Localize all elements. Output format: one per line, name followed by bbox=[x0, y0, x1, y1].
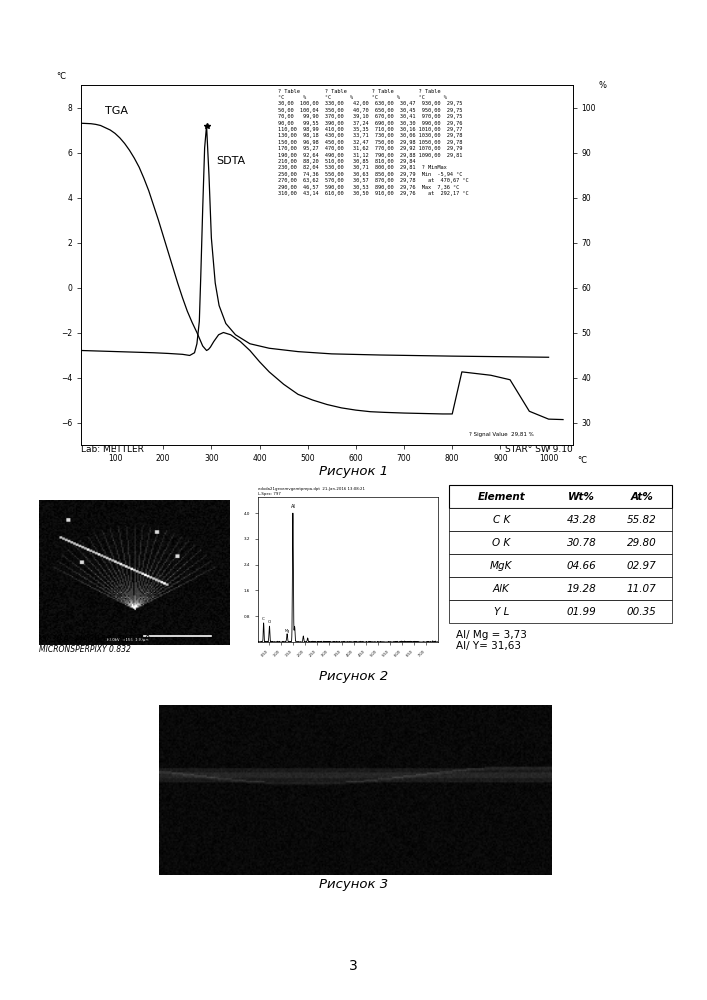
Text: Рисунок 2: Рисунок 2 bbox=[319, 670, 388, 683]
Text: SDTA: SDTA bbox=[216, 156, 245, 166]
Text: O K: O K bbox=[492, 538, 510, 548]
Text: 00.35: 00.35 bbox=[626, 607, 657, 617]
Text: Рисунок 1: Рисунок 1 bbox=[319, 465, 388, 478]
Text: At%: At% bbox=[630, 492, 653, 502]
Text: 19.28: 19.28 bbox=[566, 584, 596, 594]
Text: °C: °C bbox=[578, 456, 588, 465]
Text: ? Table        ? Table        ? Table        ? Table
°C      %      °C      %   : ? Table ? Table ? Table ? Table °C % °C … bbox=[278, 89, 469, 196]
Bar bbox=[449, 554, 672, 577]
Text: O: O bbox=[268, 620, 271, 624]
Text: Al/ Mg = 3,73
Al/ Y= 31,63: Al/ Mg = 3,73 Al/ Y= 31,63 bbox=[455, 630, 527, 652]
Text: Element: Element bbox=[477, 492, 525, 502]
Bar bbox=[449, 485, 672, 508]
Text: Lab: METTLER: Lab: METTLER bbox=[81, 445, 144, 454]
Text: ? Signal Value  29,81 %: ? Signal Value 29,81 % bbox=[469, 432, 534, 437]
Text: Y L: Y L bbox=[493, 607, 509, 617]
Bar bbox=[449, 531, 672, 554]
Text: edxda21gevemvgemtprepa.dpt  21-Jan-2016 13:08:21
L-Spec: 797: edxda21gevemvgemtprepa.dpt 21-Jan-2016 1… bbox=[258, 487, 365, 496]
Text: Al: Al bbox=[291, 504, 296, 509]
Bar bbox=[449, 577, 672, 600]
Text: MgK: MgK bbox=[490, 561, 513, 571]
Text: C: C bbox=[262, 617, 265, 621]
Text: Рисунок 3: Рисунок 3 bbox=[319, 878, 388, 891]
Bar bbox=[449, 508, 672, 531]
Text: °C: °C bbox=[57, 72, 66, 81]
Text: TGA: TGA bbox=[105, 106, 129, 116]
Text: 02.97: 02.97 bbox=[626, 561, 657, 571]
Text: 01.99: 01.99 bbox=[566, 607, 596, 617]
Text: 11.07: 11.07 bbox=[626, 584, 657, 594]
Text: 43.28: 43.28 bbox=[566, 515, 596, 525]
Text: 29.80: 29.80 bbox=[626, 538, 657, 548]
Text: 04.66: 04.66 bbox=[566, 561, 596, 571]
Y-axis label: %: % bbox=[598, 81, 606, 90]
Text: 30.0kV  ×156  100μm: 30.0kV ×156 100μm bbox=[106, 638, 149, 642]
Text: C K: C K bbox=[493, 515, 510, 525]
Bar bbox=[449, 600, 672, 623]
Text: KV 30.0   MAG 156   TILT  0.0
MICRONSPERPIXY 0.832: KV 30.0 MAG 156 TILT 0.0 MICRONSPERPIXY … bbox=[39, 635, 150, 654]
Text: Wt%: Wt% bbox=[568, 492, 595, 502]
Text: 30.78: 30.78 bbox=[566, 538, 596, 548]
Text: AlK: AlK bbox=[493, 584, 510, 594]
Text: 3: 3 bbox=[349, 959, 358, 973]
Text: STAR° SW 9.10: STAR° SW 9.10 bbox=[505, 445, 573, 454]
Text: Mg: Mg bbox=[284, 629, 290, 633]
Text: 55.82: 55.82 bbox=[626, 515, 657, 525]
